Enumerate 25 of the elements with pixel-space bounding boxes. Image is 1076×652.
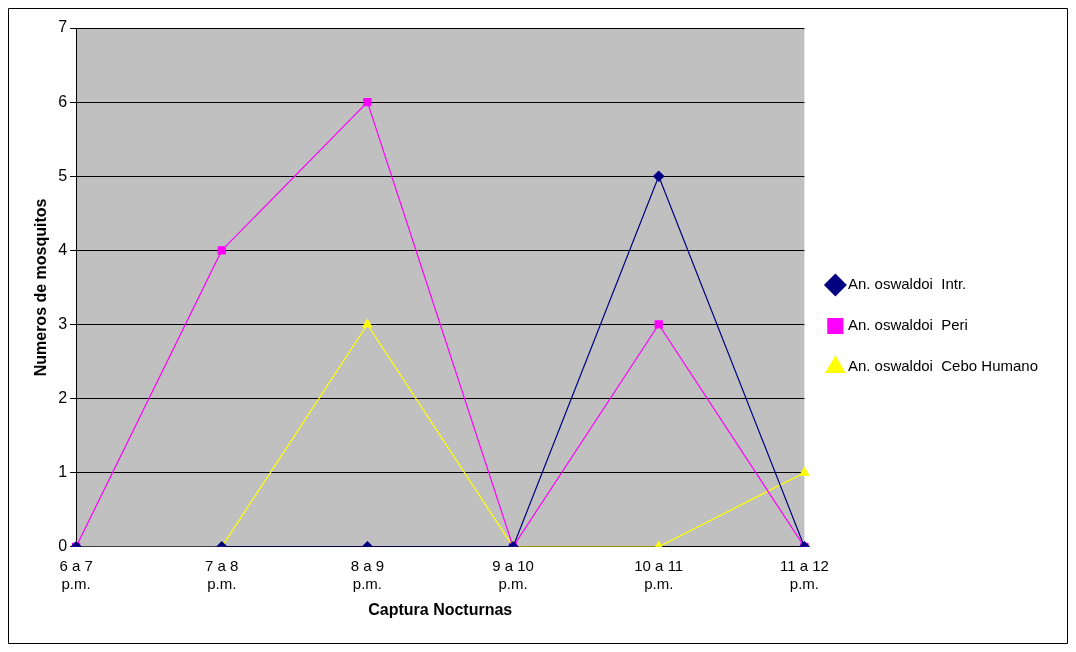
x-tick-label: 8 a 9 p.m. (350, 556, 385, 592)
y-tick-label: 3 (58, 314, 68, 332)
x-axis-title: Captura Nocturnas (368, 600, 513, 618)
legend-label: An. oswaldoi Peri (847, 316, 968, 334)
point (362, 318, 373, 328)
y-tick-label: 0 (58, 537, 68, 555)
legend-label: An. oswaldoi Intr. (847, 275, 967, 293)
y-axis-title: Numeros de mosquitos (32, 198, 50, 377)
point (799, 467, 810, 476)
y-tick-label: 7 (58, 18, 68, 36)
point (653, 170, 665, 182)
x-tick-label: 9 a 10 p.m. (492, 556, 534, 592)
point (654, 320, 663, 329)
point (363, 97, 372, 107)
legend-label: An. oswaldoi Cebo Humano (847, 357, 1038, 375)
y-tick-label: 1 (58, 463, 68, 481)
x-tick-label: 6 a 7 p.m. (59, 556, 93, 592)
y-tick-label: 4 (58, 240, 68, 258)
x-tick-label: 7 a 8 p.m. (205, 556, 239, 592)
x-tick-label: 11 a 12 p.m. (779, 556, 829, 592)
y-tick-label: 6 (58, 92, 68, 110)
y-tick-label: 5 (58, 166, 68, 184)
point (217, 246, 226, 255)
y-tick-label: 2 (58, 388, 68, 406)
x-tick-label: 10 a 11 p.m. (634, 556, 684, 592)
